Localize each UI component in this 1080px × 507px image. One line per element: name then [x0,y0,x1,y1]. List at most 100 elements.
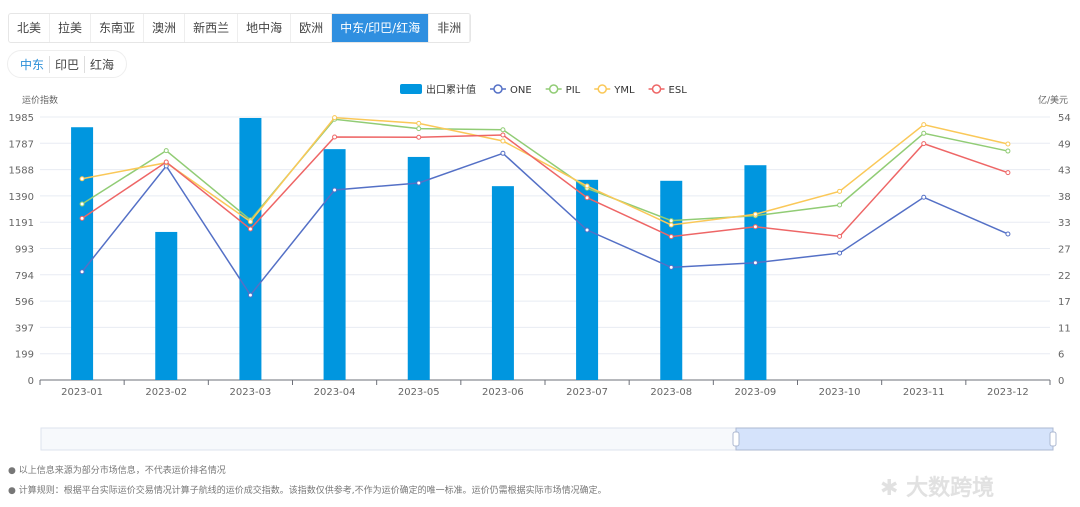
left-axis-title: 运价指数 [22,94,58,106]
tab-2[interactable]: 东南亚 [91,14,145,42]
point-ONE [416,180,422,186]
point-YML [1005,141,1011,147]
right-tick-label: 43 [1058,166,1071,177]
point-YML [752,211,758,217]
point-PIL [837,202,843,208]
point-YML [332,115,338,121]
datazoom-selection[interactable] [735,427,1054,451]
right-tick-label: 33 [1058,218,1071,229]
point-ONE [79,269,85,275]
point-ESL [921,141,927,147]
bar [744,165,767,380]
x-tick-label: 2023-04 [314,387,356,398]
left-tick-label: 397 [15,323,34,334]
point-YML [79,176,85,182]
left-tick-label: 993 [15,245,34,256]
right-tick-label: 38 [1058,192,1071,203]
right-tick-label: 22 [1058,271,1071,282]
tab-4[interactable]: 新西兰 [185,14,239,42]
legend-marker [493,84,503,94]
point-ESL [1005,170,1011,176]
datazoom-handle-right[interactable] [1049,431,1057,447]
x-tick-label: 2023-11 [903,387,945,398]
bar [660,180,683,380]
point-PIL [1005,148,1011,154]
point-ONE [332,187,338,193]
legend-label: 出口累计值 [426,83,476,96]
point-PIL [500,127,506,133]
x-tick-label: 2023-12 [987,387,1029,398]
point-PIL [416,126,422,132]
point-ESL [79,215,85,221]
tab-6[interactable]: 欧洲 [291,14,333,42]
legend-marker [597,84,607,94]
point-ESL [332,134,338,140]
subregion-tabs: 中东 印巴 红海 [7,50,128,78]
point-PIL [163,148,169,154]
tab-3[interactable]: 澳洲 [144,14,186,42]
x-tick-label: 2023-07 [566,387,608,398]
point-ONE [584,227,590,233]
point-YML [668,222,674,228]
legend-label: ESL [669,85,688,96]
point-ESL [163,159,169,165]
point-ONE [1005,231,1011,237]
tab-8[interactable]: 非洲 [429,14,471,42]
tab-5[interactable]: 地中海 [238,14,292,42]
left-tick-label: 1191 [9,218,34,229]
x-tick-label: 2023-08 [650,387,692,398]
bar [407,156,430,380]
point-ESL [416,134,422,140]
left-tick-label: 596 [15,297,34,308]
subtab-2[interactable]: 红海 [84,55,119,73]
region-tabs: 北美 拉美 东南亚 澳洲 新西兰 地中海 欧洲 中东/印巴/红海 非洲 [8,13,472,43]
subtab-0[interactable]: 中东 [20,57,45,72]
left-tick-label: 199 [15,350,34,361]
point-ESL [837,233,843,239]
legend-label: ONE [510,85,532,96]
x-tick-label: 2023-10 [819,387,861,398]
x-tick-label: 2023-06 [482,387,524,398]
point-ONE [247,292,253,298]
right-tick-label: 17 [1058,297,1071,308]
point-ONE [921,194,927,200]
point-ESL [584,195,590,201]
bar [491,186,514,380]
datazoom-handle-left[interactable] [732,431,740,447]
tab-1[interactable]: 拉美 [50,14,92,42]
left-tick-label: 1985 [9,113,34,124]
left-tick-label: 1390 [9,192,34,203]
line-ESL [81,134,1009,238]
point-YML [584,183,590,189]
x-tick-label: 2023-03 [230,387,272,398]
line-YML [81,116,1009,226]
tab-7[interactable]: 中东/印巴/红海 [332,14,430,42]
x-tick-label: 2023-01 [61,387,103,398]
point-YML [837,188,843,194]
legend-marker [651,84,662,94]
watermark-logo: ✱ 大数跨境 [880,476,995,501]
bar [239,117,262,381]
point-YML [247,219,253,225]
x-tick-label: 2023-09 [735,387,777,398]
legend-label: PIL [566,85,581,96]
chart: 0 0 199 6 397 11 596 17 794 22 993 27 1191 33 1390 38 15… [9,83,1071,451]
point-PIL [921,130,927,136]
point-YML [416,120,422,126]
subtab-1[interactable]: 印巴 [49,55,84,73]
legend-marker [548,84,559,94]
legend-label: YML [613,85,635,96]
right-tick-label: 49 [1058,139,1071,150]
x-tick-label: 2023-05 [398,387,440,398]
left-tick-label: 1588 [9,166,34,177]
line-PIL [81,118,1009,222]
right-tick-label: 54 [1058,113,1071,124]
tab-0[interactable]: 北美 [9,14,51,42]
point-PIL [79,201,85,207]
point-ONE [668,264,674,270]
bar [323,149,346,380]
legend-bar-swatch [400,84,422,94]
point-ESL [247,226,253,232]
left-tick-label: 0 [28,376,34,387]
note-source: ● 以上信息来源为部分市场信息，不代表运价排名情况 [8,466,226,476]
